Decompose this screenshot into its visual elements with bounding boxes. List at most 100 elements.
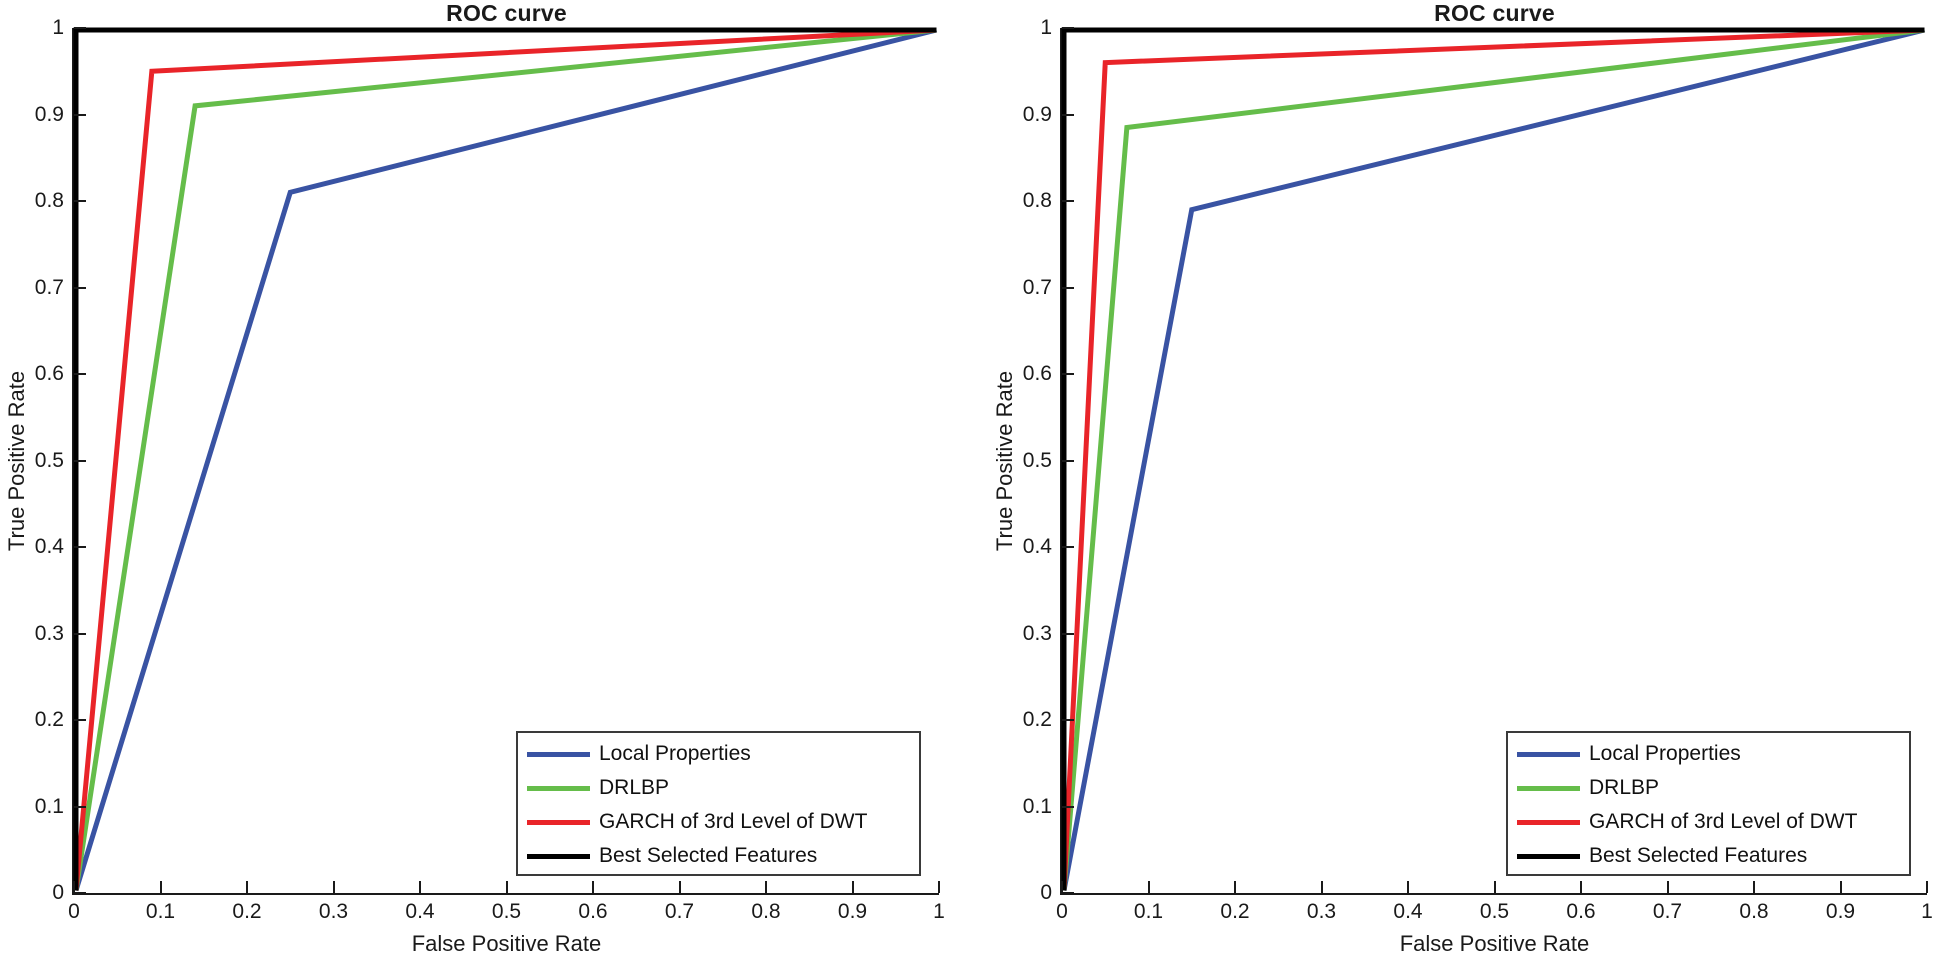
y-tick-label: 0.5 <box>34 448 64 472</box>
x-tick-label: 0.4 <box>405 900 435 923</box>
legend-item: GARCH of 3rd Level of DWT <box>1508 805 1909 839</box>
x-tick-label: 0.8 <box>751 900 781 923</box>
x-tick-mark <box>1666 881 1669 893</box>
y-tick-mark <box>1062 200 1074 202</box>
y-tick-label: 0.7 <box>1022 275 1052 299</box>
x-tick-mark <box>159 881 162 893</box>
legend-label: Best Selected Features <box>599 844 818 867</box>
y-tick-label: 0.4 <box>1022 535 1052 558</box>
x-tick-label: 0 <box>68 900 80 923</box>
x-tick-mark <box>1407 881 1409 893</box>
legend-line-swatch <box>1517 819 1580 825</box>
legend-line-swatch <box>527 853 590 859</box>
x-tick-label: 0.8 <box>1739 900 1769 923</box>
x-tick-label: 0.9 <box>837 900 868 923</box>
x-tick-label: 0.2 <box>232 900 262 923</box>
legend-label: Local Properties <box>599 742 751 765</box>
x-tick-label: 0.9 <box>1825 900 1856 923</box>
y-tick-label: 0.9 <box>1022 102 1052 126</box>
y-tick-label: 0 <box>52 881 64 904</box>
series-line <box>73 27 937 891</box>
x-tick-label: 0.2 <box>1220 900 1250 923</box>
x-tick-mark <box>1839 881 1842 893</box>
chart-title: ROC curve <box>1434 0 1555 26</box>
y-tick-mark <box>74 892 86 894</box>
y-tick-mark <box>1062 113 1074 116</box>
x-tick-label: 0.1 <box>145 900 176 923</box>
y-tick-mark <box>74 805 86 808</box>
x-tick-label: 0 <box>1056 900 1068 923</box>
legend-line-swatch <box>1517 785 1580 791</box>
x-tick-label: 0.5 <box>491 900 522 923</box>
y-axis-spine <box>1060 28 1062 895</box>
y-tick-label: 0.9 <box>34 102 64 126</box>
x-tick-mark <box>1580 881 1582 893</box>
y-tick-mark <box>74 546 86 548</box>
plot-area <box>72 27 940 895</box>
roc-panel-left: ROC curve True Positive Rate False Posit… <box>4 0 945 956</box>
x-tick-mark <box>678 881 681 893</box>
x-tick-mark <box>1493 881 1496 893</box>
y-tick-mark <box>1062 373 1074 375</box>
x-tick-mark <box>419 881 421 893</box>
legend: Local Properties DRLBP GARCH of 3rd Level … <box>516 731 921 876</box>
x-tick-mark <box>1061 881 1063 893</box>
series-line <box>1061 27 1925 891</box>
legend-line-swatch <box>1517 853 1580 859</box>
x-tick-label: 0.6 <box>578 900 608 923</box>
x-tick-label: 1 <box>933 900 945 923</box>
x-axis-label: False Positive Rate <box>1399 931 1590 956</box>
x-tick-mark <box>938 881 940 893</box>
y-tick-mark <box>74 459 86 462</box>
x-tick-mark <box>332 881 335 893</box>
legend-label: DRLBP <box>1589 776 1660 799</box>
y-tick-label: 0.1 <box>34 794 64 818</box>
legend-line-swatch <box>1517 751 1580 757</box>
x-tick-label: 1 <box>1921 900 1933 923</box>
y-tick-mark <box>74 373 86 375</box>
legend-label: Best Selected Features <box>1589 844 1808 867</box>
y-tick-mark <box>1062 286 1074 289</box>
x-tick-label: 0.1 <box>1133 900 1164 923</box>
y-tick-label: 1 <box>1040 16 1052 39</box>
legend-label: DRLBP <box>599 776 670 799</box>
roc-curves <box>73 27 938 892</box>
legend-item: Local Properties <box>518 737 919 771</box>
legend-item: DRLBP <box>518 771 919 805</box>
y-tick-mark <box>1062 805 1074 808</box>
x-tick-mark <box>505 881 508 893</box>
x-tick-mark <box>246 881 248 893</box>
legend-line-swatch <box>527 751 590 757</box>
y-tick-label: 0.8 <box>1022 189 1052 212</box>
y-tick-mark <box>1062 546 1074 548</box>
x-tick-label: 0.5 <box>1479 900 1510 923</box>
y-tick-mark <box>1062 632 1074 635</box>
y-tick-label: 0.3 <box>1022 621 1052 645</box>
y-tick-mark <box>1062 459 1074 462</box>
y-tick-label: 0.8 <box>34 189 64 212</box>
series-line <box>1061 27 1925 891</box>
roc-panel-right: ROC curve True Positive Rate False Posit… <box>968 0 1936 962</box>
x-tick-mark <box>1234 881 1236 893</box>
x-tick-label: 0.3 <box>1306 900 1337 923</box>
x-tick-mark <box>1320 881 1323 893</box>
legend-label: Local Properties <box>1589 742 1741 765</box>
y-tick-mark <box>74 27 86 29</box>
series-line <box>73 27 937 891</box>
y-tick-label: 0.1 <box>1022 794 1052 818</box>
legend-item: DRLBP <box>1508 771 1909 805</box>
y-tick-label: 0.5 <box>1022 448 1052 472</box>
series-line <box>73 27 938 892</box>
x-tick-mark <box>1926 881 1928 893</box>
x-tick-mark <box>592 881 594 893</box>
x-tick-label: 0.3 <box>318 900 349 923</box>
x-tick-mark <box>1147 881 1150 893</box>
series-line <box>1061 27 1925 891</box>
y-tick-label: 0.2 <box>1022 708 1052 731</box>
y-tick-mark <box>74 286 86 289</box>
legend-line-swatch <box>527 785 590 791</box>
x-tick-label: 0.6 <box>1566 900 1596 923</box>
y-tick-mark <box>1062 27 1074 29</box>
series-line <box>1061 27 1926 891</box>
